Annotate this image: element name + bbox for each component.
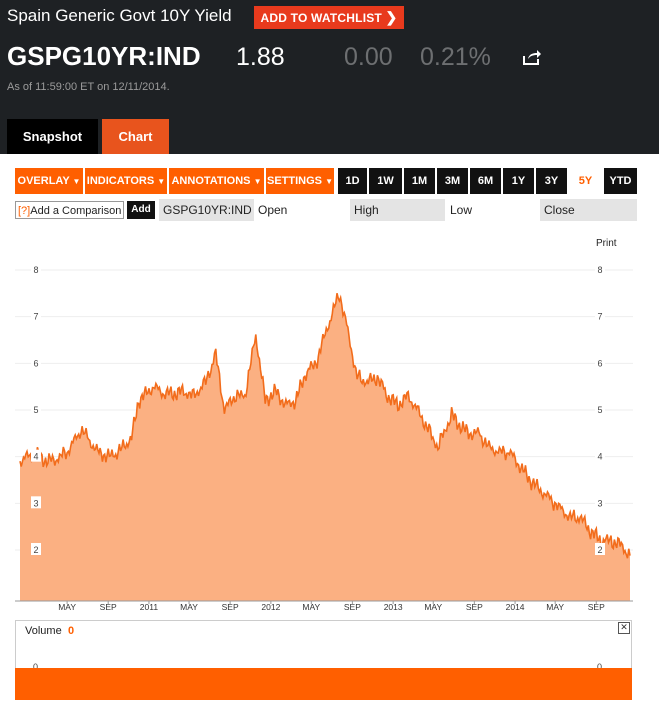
y-tick-bg: [595, 263, 605, 275]
y-tick-bg: [595, 543, 605, 555]
x-tick-label: MAY: [546, 602, 564, 612]
x-tick-label: 2014: [506, 602, 525, 612]
x-tick-label: MAY: [180, 602, 198, 612]
y-tick-label: 2: [33, 545, 38, 555]
settings-menu-button[interactable]: SETTINGS ▼: [266, 168, 334, 194]
legend-low: Low: [450, 203, 473, 217]
x-tick-label: 2011: [140, 602, 159, 612]
close-icon[interactable]: ✕: [618, 622, 630, 634]
chevron-right-icon: ❯: [385, 9, 398, 25]
volume-axis-right: 0: [595, 661, 604, 673]
comparison-placeholder: Add a Comparison: [30, 205, 122, 217]
legend-high: High: [350, 199, 445, 221]
y-axis-left: 2 3 4 5 6 7 8: [31, 263, 41, 555]
volume-value: 0: [68, 625, 75, 637]
tab-chart[interactable]: Chart: [102, 119, 169, 154]
y-tick-label: 3: [597, 498, 602, 508]
y-tick-bg: [31, 496, 41, 509]
range-1w-button[interactable]: 1W: [369, 168, 402, 194]
price-value: 1.88: [236, 43, 285, 71]
range-3m-button[interactable]: 3M: [437, 168, 468, 194]
y-tick-label: 6: [33, 358, 38, 368]
volume-label: Volume: [25, 625, 62, 637]
price-chart[interactable]: MAY SEP 2011 MAY SEP 2012 MAY SEP 2013 MAY SEP 2014…: [0, 230, 659, 620]
legend-open: Open: [258, 203, 288, 217]
y-tick-bg: [595, 496, 605, 509]
overlay-menu-button[interactable]: OVERLAY ▼: [15, 168, 83, 194]
ticker-symbol: GSPG10YR:IND: [7, 41, 201, 71]
y-tick-label: 8: [33, 265, 38, 275]
y-tick-bg: [595, 309, 605, 322]
y-tick-label: 5: [597, 405, 602, 415]
y-tick-label: 7: [597, 312, 602, 322]
as-of-timestamp: As of 11:59:00 ET on 12/11/2014.: [7, 81, 170, 93]
range-1m-button[interactable]: 1M: [404, 168, 435, 194]
price-line: [19, 293, 631, 559]
x-tick-label: SEP: [466, 602, 483, 612]
volume-bar: [15, 668, 632, 700]
caret-down-icon: ▼: [72, 177, 81, 186]
x-tick-label: MAY: [58, 602, 76, 612]
change-value: 0.00: [344, 43, 393, 71]
print-link[interactable]: Print: [596, 238, 617, 249]
y-tick-bg: [595, 356, 605, 369]
x-axis-labels: MAY SEP 2011 MAY SEP 2012 MAY SEP 2013 MAY SEP 2014…: [58, 601, 605, 612]
y-tick-label: 5: [33, 405, 38, 415]
add-to-watchlist-button[interactable]: ADD TO WATCHLIST ❯: [254, 6, 404, 29]
watchlist-label: ADD TO WATCHLIST: [260, 11, 382, 25]
annotations-menu-button[interactable]: ANNOTATIONS ▼: [169, 168, 264, 194]
range-1d-button[interactable]: 1D: [338, 168, 367, 194]
tab-snapshot[interactable]: Snapshot: [7, 119, 98, 154]
y-tick-bg: [595, 403, 605, 415]
y-tick-bg: [31, 263, 41, 275]
y-tick-bg: [31, 356, 41, 369]
x-tick-label: 2013: [384, 602, 403, 612]
range-ytd-button[interactable]: YTD: [604, 168, 637, 194]
y-tick-bg: [595, 449, 605, 462]
range-1y-button[interactable]: 1Y: [503, 168, 534, 194]
range-6m-button[interactable]: 6M: [470, 168, 501, 194]
y-tick-label: 3: [33, 498, 38, 508]
y-tick-label: 2: [597, 545, 602, 555]
y-axis-right: 2 3 4 5 6 7 8: [595, 263, 605, 555]
settings-label: SETTINGS: [267, 175, 323, 187]
change-percent: 0.21%: [420, 43, 491, 71]
range-5y-button[interactable]: 5Y: [569, 168, 602, 194]
x-tick-label: SEP: [344, 602, 361, 612]
y-tick-label: 6: [597, 358, 602, 368]
x-tick-label: 2012: [261, 602, 280, 612]
caret-down-icon: ▼: [253, 177, 262, 186]
caret-down-icon: ▼: [157, 177, 166, 186]
y-tick-bg: [31, 403, 41, 415]
comparison-input[interactable]: [?]Add a Comparison: [15, 201, 124, 219]
share-icon[interactable]: [522, 48, 542, 71]
overlay-label: OVERLAY: [17, 175, 70, 187]
y-tick-bg: [31, 543, 41, 555]
range-3y-button[interactable]: 3Y: [536, 168, 567, 194]
page-title: Spain Generic Govt 10Y Yield: [7, 6, 232, 25]
add-comparison-button[interactable]: Add: [127, 201, 155, 219]
x-tick-label: SEP: [588, 602, 605, 612]
area-fill: [20, 293, 630, 601]
y-tick-bg: [31, 449, 41, 462]
y-tick-label: 8: [597, 265, 602, 275]
legend-symbol: GSPG10YR:IND: [159, 199, 254, 221]
x-tick-label: SEP: [222, 602, 239, 612]
indicators-label: INDICATORS: [86, 175, 155, 187]
y-tick-label: 7: [33, 312, 38, 322]
x-tick-label: MAY: [424, 602, 442, 612]
annotations-label: ANNOTATIONS: [171, 175, 251, 187]
legend-close: Close: [540, 199, 637, 221]
indicators-menu-button[interactable]: INDICATORS ▼: [85, 168, 167, 194]
y-tick-label: 4: [33, 452, 38, 462]
volume-axis-left: 0: [31, 661, 40, 673]
caret-down-icon: ▼: [325, 177, 333, 186]
help-icon[interactable]: [?]: [18, 205, 31, 217]
x-tick-label: MAY: [302, 602, 320, 612]
y-tick-bg: [31, 309, 41, 322]
y-tick-label: 4: [597, 452, 602, 462]
x-tick-label: SEP: [100, 602, 117, 612]
